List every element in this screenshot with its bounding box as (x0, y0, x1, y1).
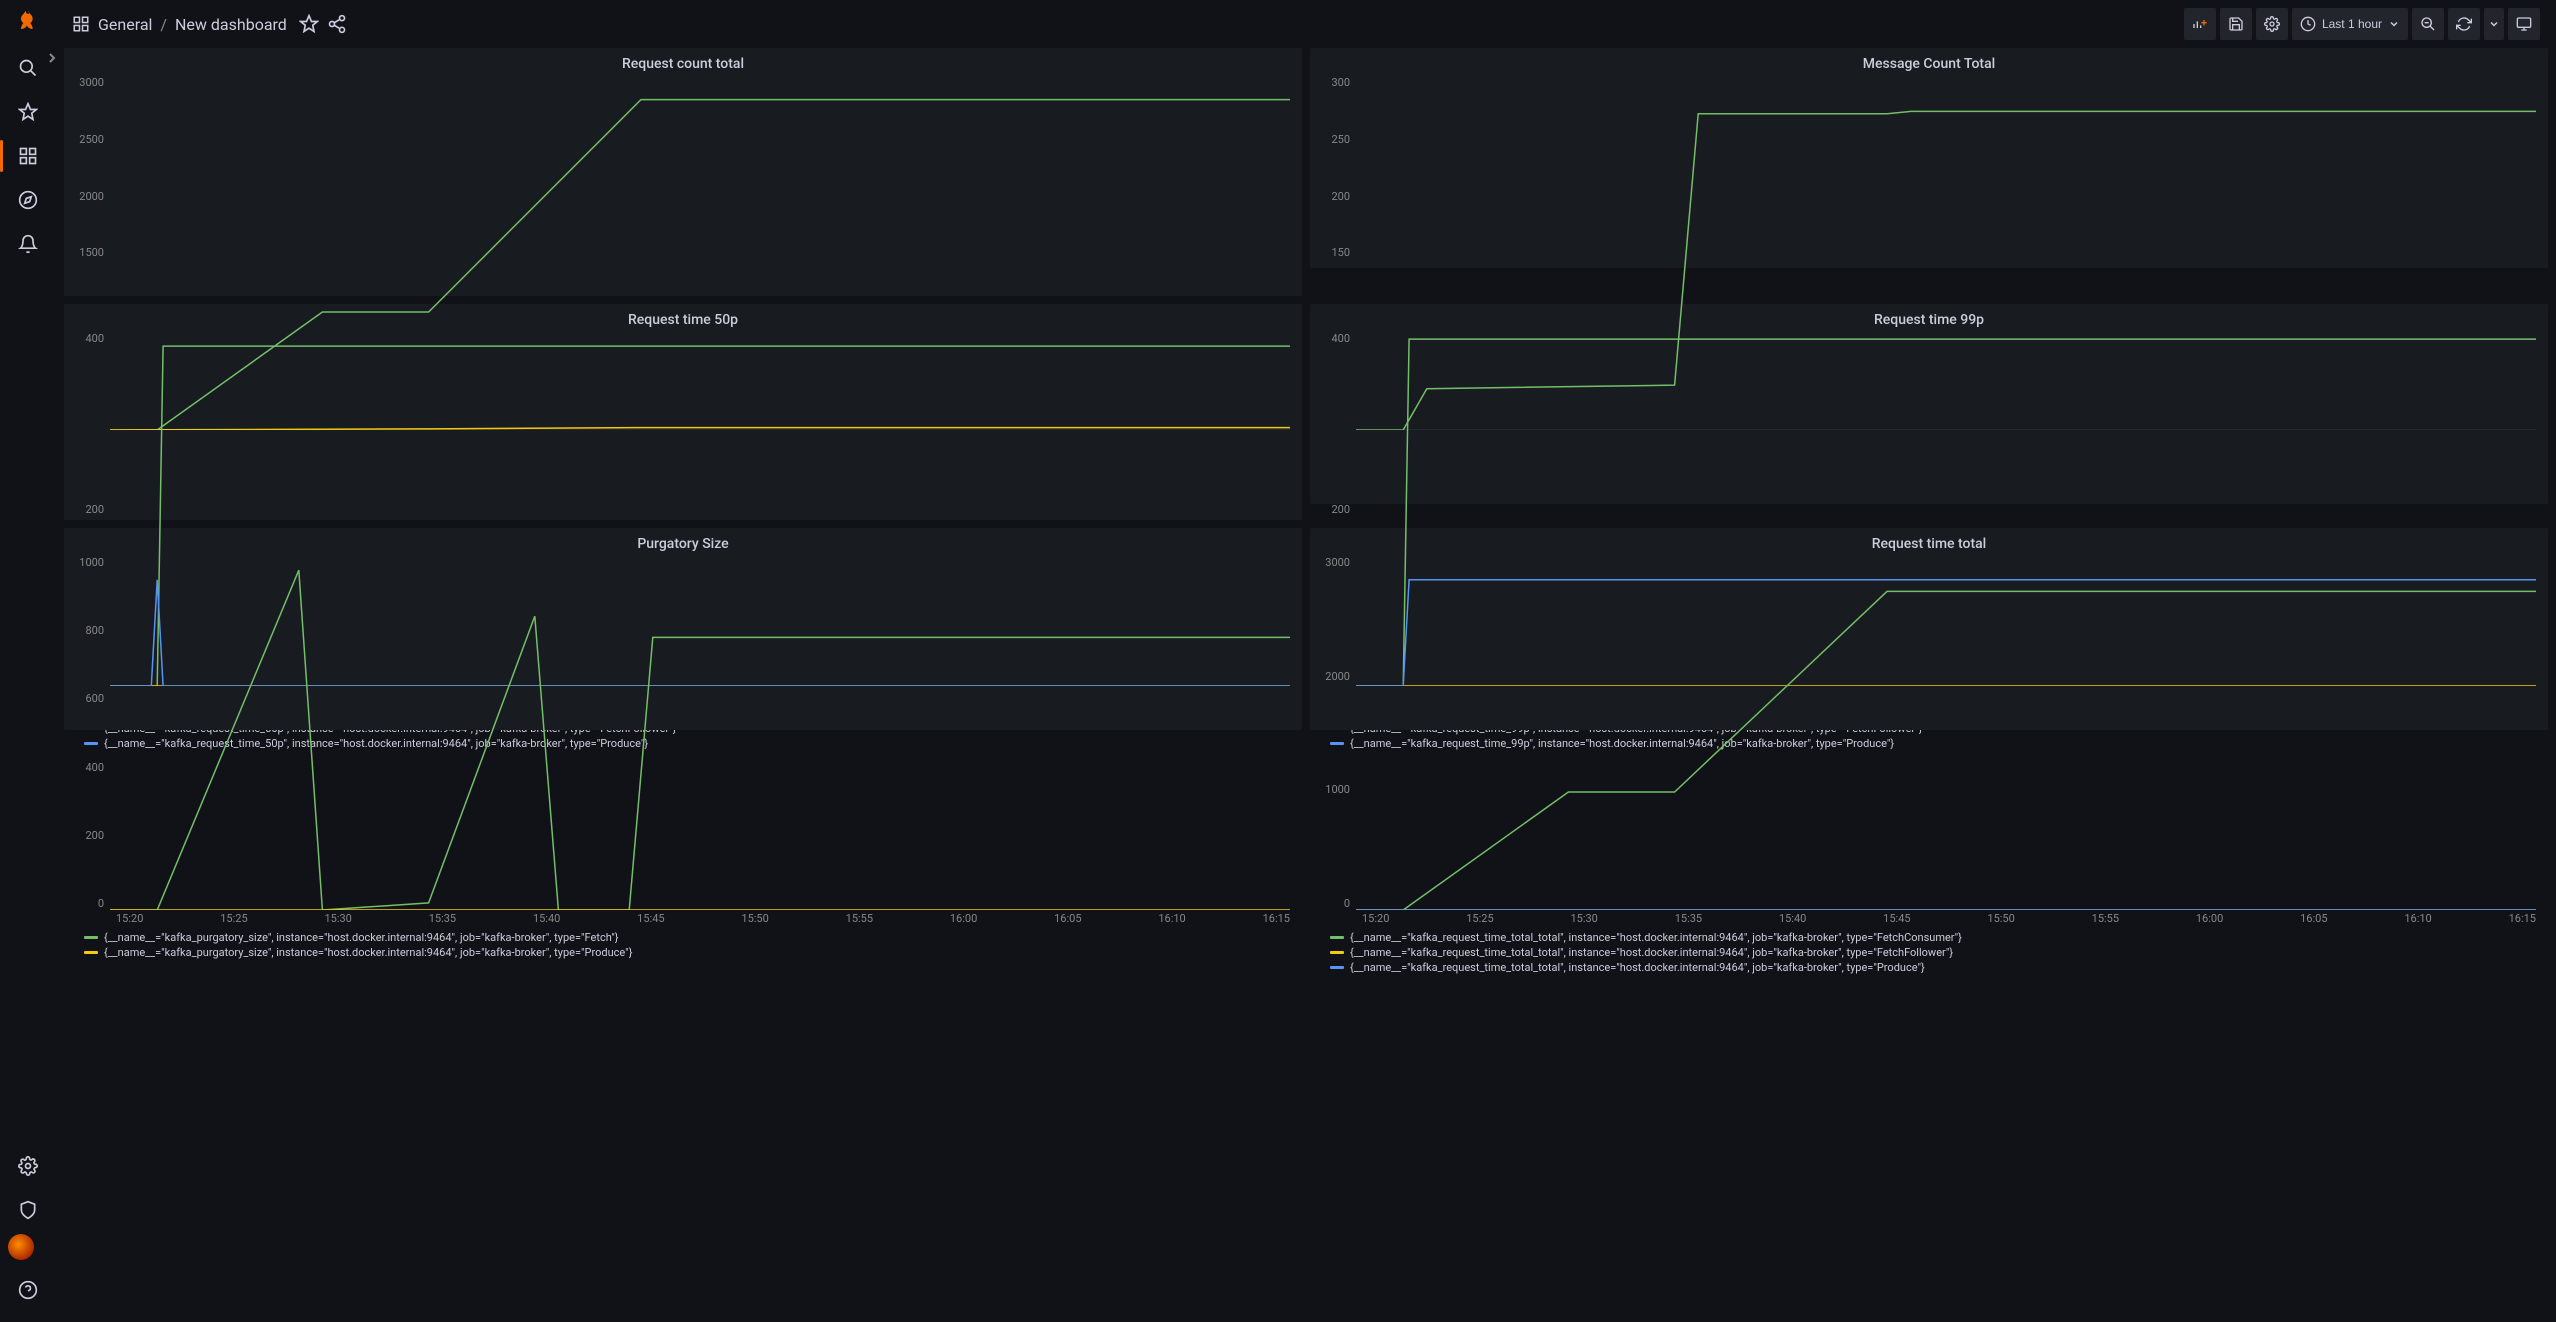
y-axis: 3000200010000 (1322, 556, 1356, 910)
user-avatar[interactable] (8, 1234, 34, 1260)
legend-swatch (84, 936, 98, 939)
panel-request_time_99p[interactable]: Request time 99p400200015:2015:2515:3015… (1310, 304, 2548, 504)
legend-item[interactable]: {__name__="kafka_request_time_total_tota… (1330, 961, 2536, 974)
sidebar (0, 0, 56, 1322)
legend-item[interactable]: {__name__="kafka_purgatory_size", instan… (84, 946, 1290, 959)
share-icon[interactable] (327, 14, 347, 34)
topbar: General / New dashboard (56, 0, 2556, 48)
refresh-interval-button[interactable] (2484, 8, 2504, 40)
help-icon[interactable] (8, 1270, 48, 1310)
dashboard-grid-icon (72, 15, 90, 33)
search-icon[interactable] (8, 48, 48, 88)
legend-swatch (1330, 966, 1344, 969)
panel-title: Request count total (76, 56, 1290, 72)
legend-label: {__name__="kafka_request_time_total_tota… (1350, 961, 1925, 974)
x-axis: 15:2015:2515:3015:3515:4015:4515:5015:55… (1322, 912, 2536, 925)
legend: {__name__="kafka_purgatory_size", instan… (76, 931, 1290, 959)
legend-swatch (1330, 951, 1344, 954)
x-axis: 15:2015:2515:3015:3515:4015:4515:5015:55… (76, 912, 1290, 925)
breadcrumb-root[interactable]: General (98, 15, 152, 34)
y-axis: 10008006004002000 (76, 556, 110, 910)
legend-swatch (1330, 936, 1344, 939)
plot (1356, 556, 2536, 910)
panel-message_count_total[interactable]: Message Count Total30025020015010050015:… (1310, 48, 2548, 268)
refresh-button[interactable] (2448, 8, 2480, 40)
legend-item[interactable]: {__name__="kafka_request_time_total_tota… (1330, 946, 2536, 959)
dashboards-icon[interactable] (8, 136, 48, 176)
cycle-view-mode-button[interactable] (2508, 8, 2540, 40)
zoom-out-button[interactable] (2412, 8, 2444, 40)
plot (110, 556, 1290, 910)
panel-request_time_50p[interactable]: Request time 50p400200015:2015:2515:3015… (64, 304, 1302, 520)
chevron-down-icon (2388, 18, 2400, 30)
breadcrumb: General / New dashboard (72, 15, 287, 34)
legend-label: {__name__="kafka_purgatory_size", instan… (104, 946, 632, 959)
legend-label: {__name__="kafka_request_time_total_tota… (1350, 946, 1953, 959)
legend-swatch (84, 951, 98, 954)
panel-request_time_total[interactable]: Request time total300020001000015:2015:2… (1310, 528, 2548, 730)
add-panel-button[interactable] (2184, 8, 2216, 40)
chart-area: 3000200010000 (1322, 556, 2536, 910)
server-admin-icon[interactable] (8, 1190, 48, 1230)
legend-label: {__name__="kafka_purgatory_size", instan… (104, 931, 618, 944)
panel-title: Message Count Total (1322, 56, 2536, 72)
save-dashboard-button[interactable] (2220, 8, 2252, 40)
time-picker-button[interactable]: Last 1 hour (2292, 8, 2408, 40)
chart-area: 10008006004002000 (76, 556, 1290, 910)
star-icon[interactable] (8, 92, 48, 132)
favorite-star-icon[interactable] (299, 14, 319, 34)
configuration-icon[interactable] (8, 1146, 48, 1186)
grafana-logo-icon[interactable] (14, 8, 42, 36)
panel-request_count_total[interactable]: Request count total300025002000150010005… (64, 48, 1302, 296)
explore-icon[interactable] (8, 180, 48, 220)
legend-label: {__name__="kafka_request_time_total_tota… (1350, 931, 1962, 944)
dashboard-settings-button[interactable] (2256, 8, 2288, 40)
panel-purgatory_size[interactable]: Purgatory Size1000800600400200015:2015:2… (64, 528, 1302, 730)
legend-item[interactable]: {__name__="kafka_request_time_total_tota… (1330, 931, 2536, 944)
alerting-icon[interactable] (8, 224, 48, 264)
expand-sidebar-icon[interactable] (44, 50, 60, 66)
legend: {__name__="kafka_request_time_total_tota… (1322, 931, 2536, 974)
legend-item[interactable]: {__name__="kafka_purgatory_size", instan… (84, 931, 1290, 944)
dashboard-grid: Request count total300025002000150010005… (56, 48, 2556, 1322)
main-content: General / New dashboard (56, 0, 2556, 1322)
breadcrumb-current: New dashboard (175, 15, 287, 34)
breadcrumb-sep: / (160, 15, 167, 34)
time-picker-label: Last 1 hour (2322, 17, 2382, 31)
chevron-down-icon (2488, 18, 2500, 30)
